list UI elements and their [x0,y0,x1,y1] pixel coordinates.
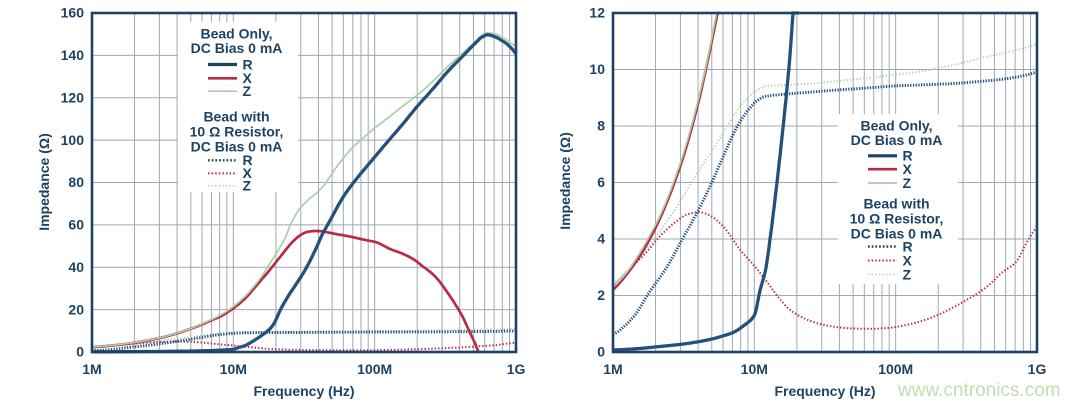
svg-text:10 Ω Resistor,: 10 Ω Resistor, [190,124,284,140]
svg-text:10M: 10M [741,361,768,377]
svg-text:12: 12 [589,5,605,21]
svg-text:DC Bias 0 mA: DC Bias 0 mA [191,40,283,56]
svg-text:Z: Z [903,175,912,191]
svg-text:10: 10 [589,61,605,77]
svg-text:1G: 1G [1028,361,1047,377]
svg-text:Bead with: Bead with [203,109,269,125]
svg-text:2: 2 [597,287,605,303]
svg-text:Z: Z [243,178,252,194]
svg-text:40: 40 [68,259,84,275]
svg-text:160: 160 [61,5,85,21]
svg-text:100M: 100M [878,361,913,377]
svg-text:10 Ω Resistor,: 10 Ω Resistor, [850,211,944,227]
svg-text:R: R [243,56,253,72]
svg-text:X: X [243,165,253,181]
svg-text:Impedance (Ω): Impedance (Ω) [36,133,52,231]
svg-text:60: 60 [68,217,84,233]
svg-text:Impedance (Ω): Impedance (Ω) [557,132,573,230]
svg-text:Frequency (Hz): Frequency (Hz) [774,383,875,399]
svg-text:Z: Z [243,83,252,99]
svg-text:R: R [903,238,913,254]
svg-text:DC Bias 0 mA: DC Bias 0 mA [851,226,943,242]
svg-text:Bead Only,: Bead Only, [200,26,272,42]
svg-text:Bead with: Bead with [863,196,929,212]
svg-text:0: 0 [76,344,84,360]
svg-text:www.cntronics.com: www.cntronics.com [897,380,1061,401]
svg-text:X: X [903,252,913,268]
svg-text:R: R [903,148,913,164]
svg-text:20: 20 [68,301,84,317]
svg-text:10M: 10M [220,361,247,377]
svg-text:1M: 1M [82,361,101,377]
svg-text:100: 100 [61,132,85,148]
svg-text:140: 140 [61,47,85,63]
svg-text:1M: 1M [603,361,622,377]
svg-text:120: 120 [61,90,85,106]
svg-text:DC Bias 0 mA: DC Bias 0 mA [851,132,943,148]
svg-text:100M: 100M [357,361,392,377]
svg-text:Z: Z [903,266,912,282]
svg-text:Frequency (Hz): Frequency (Hz) [253,383,354,399]
svg-text:DC Bias 0 mA: DC Bias 0 mA [191,139,283,155]
svg-text:6: 6 [597,174,605,190]
svg-text:0: 0 [597,344,605,360]
svg-text:X: X [903,161,913,177]
svg-text:8: 8 [597,118,605,134]
svg-text:4: 4 [597,231,605,247]
svg-text:R: R [243,152,253,168]
svg-text:1G: 1G [507,361,526,377]
svg-text:Bead Only,: Bead Only, [860,118,932,134]
svg-text:X: X [243,70,253,86]
svg-text:80: 80 [68,174,84,190]
